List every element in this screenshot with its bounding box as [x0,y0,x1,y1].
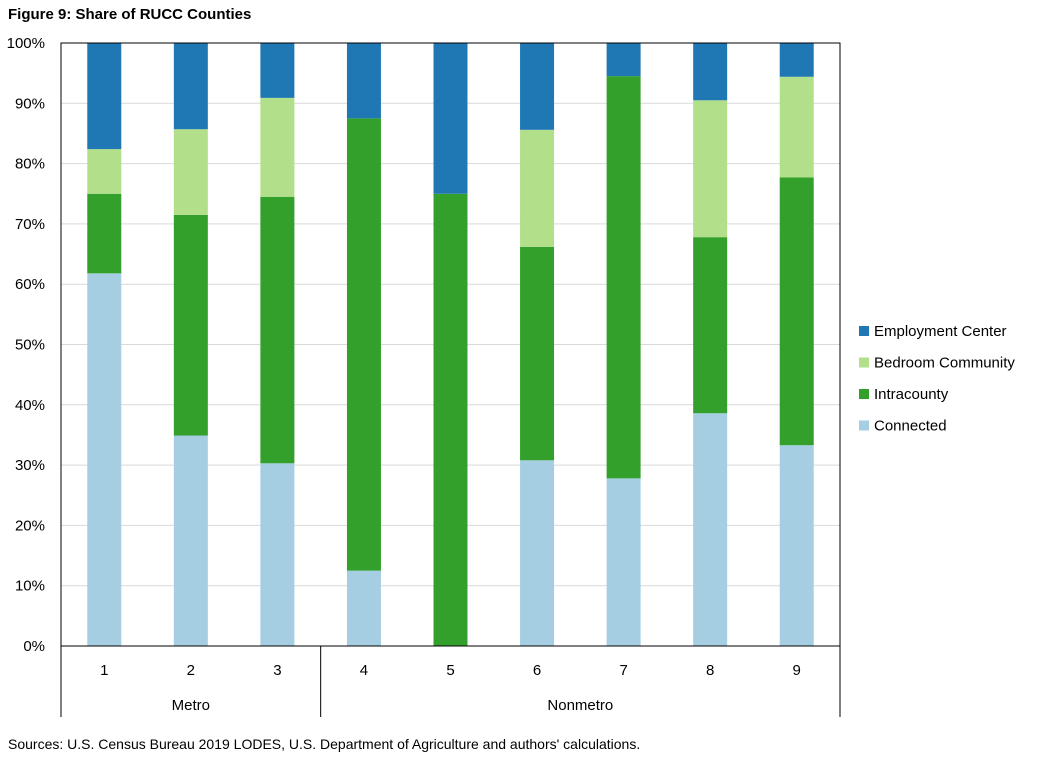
figure-title: Figure 9: Share of RUCC Counties [8,6,252,23]
bar-segment-connected-6 [520,460,555,646]
y-tick-label: 80% [15,156,45,173]
bar-segment-bedroom-community-3 [260,97,295,197]
legend-swatch-connected [859,420,869,431]
bar-segment-bedroom-community-6 [520,129,555,247]
y-tick-label: 30% [15,457,45,474]
y-tick-label: 100% [7,35,45,52]
bar-segment-intracounty-8 [693,237,728,414]
bars [87,43,814,646]
y-tick-label: 0% [23,638,45,655]
y-tick-label: 60% [15,276,45,293]
x-tick-label: 5 [446,662,454,679]
bar-segment-intracounty-7 [606,76,641,479]
bar-segment-intracounty-4 [346,118,381,571]
legend-label-employment-center: Employment Center [874,323,1007,340]
legend-label-bedroom-community: Bedroom Community [874,355,1015,372]
plot-frame [60,42,841,647]
y-tick-label: 40% [15,397,45,414]
y-axis-ticks: 0% 10% 20% 30% 40% 50% 60% 70% 80% 90% 100% [7,35,45,655]
bar-segment-employment-center-6 [520,43,555,130]
source-note: Sources: U.S. Census Bureau 2019 LODES, … [8,736,641,752]
bar-segment-bedroom-community-9 [779,76,814,178]
bar-segment-bedroom-community-1 [87,149,122,194]
bar-segment-employment-center-3 [260,43,295,98]
y-tick-label: 50% [15,337,45,354]
legend-label-intracounty: Intracounty [874,386,949,403]
x-tick-label: 8 [706,662,714,679]
bar-segment-intracounty-1 [87,193,122,274]
bar-segment-employment-center-9 [779,43,814,77]
bar-segment-employment-center-8 [693,43,728,101]
legend-swatch-employment-center [859,326,869,336]
bar-segment-intracounty-5 [433,193,468,646]
x-tick-label: 7 [619,662,627,679]
legend: Employment Center Bedroom Community Intrac… [859,323,1015,435]
bar-segment-connected-8 [693,413,728,646]
x-tick-label: 4 [360,662,368,679]
x-axis: 1 2 3 4 5 6 7 8 9 Metro Nonmetro [60,646,841,717]
x-group-label-nonmetro: Nonmetro [547,697,613,714]
legend-swatch-bedroom-community [859,357,869,368]
bar-segment-employment-center-2 [173,43,208,130]
bar-segment-connected-2 [173,435,208,646]
bar-segment-bedroom-community-8 [693,100,728,238]
x-tick-label: 2 [187,662,195,679]
bar-segment-employment-center-7 [606,43,641,77]
bar-segment-employment-center-1 [87,43,122,150]
bar-segment-intracounty-3 [260,196,295,464]
bar-segment-connected-9 [779,445,814,646]
y-tick-label: 10% [15,578,45,595]
x-tick-label: 3 [273,662,281,679]
x-tick-label: 6 [533,662,541,679]
bar-segment-employment-center-4 [346,43,381,119]
bar-segment-connected-1 [87,273,122,646]
bar-segment-intracounty-6 [520,246,555,461]
x-tick-label: 1 [100,662,108,679]
legend-swatch-intracounty [859,389,869,399]
bar-segment-connected-7 [606,478,641,646]
y-tick-label: 70% [15,216,45,233]
legend-label-connected: Connected [874,418,947,435]
x-group-label-metro: Metro [172,697,210,714]
y-tick-label: 20% [15,517,45,534]
bar-segment-connected-3 [260,463,295,646]
bar-segment-bedroom-community-2 [173,129,208,215]
y-tick-label: 90% [15,95,45,112]
bar-segment-employment-center-5 [433,43,468,194]
bar-segment-intracounty-2 [173,214,208,436]
x-tick-label: 9 [793,662,801,679]
bar-segment-intracounty-9 [779,177,814,446]
bar-segment-connected-4 [346,570,381,646]
